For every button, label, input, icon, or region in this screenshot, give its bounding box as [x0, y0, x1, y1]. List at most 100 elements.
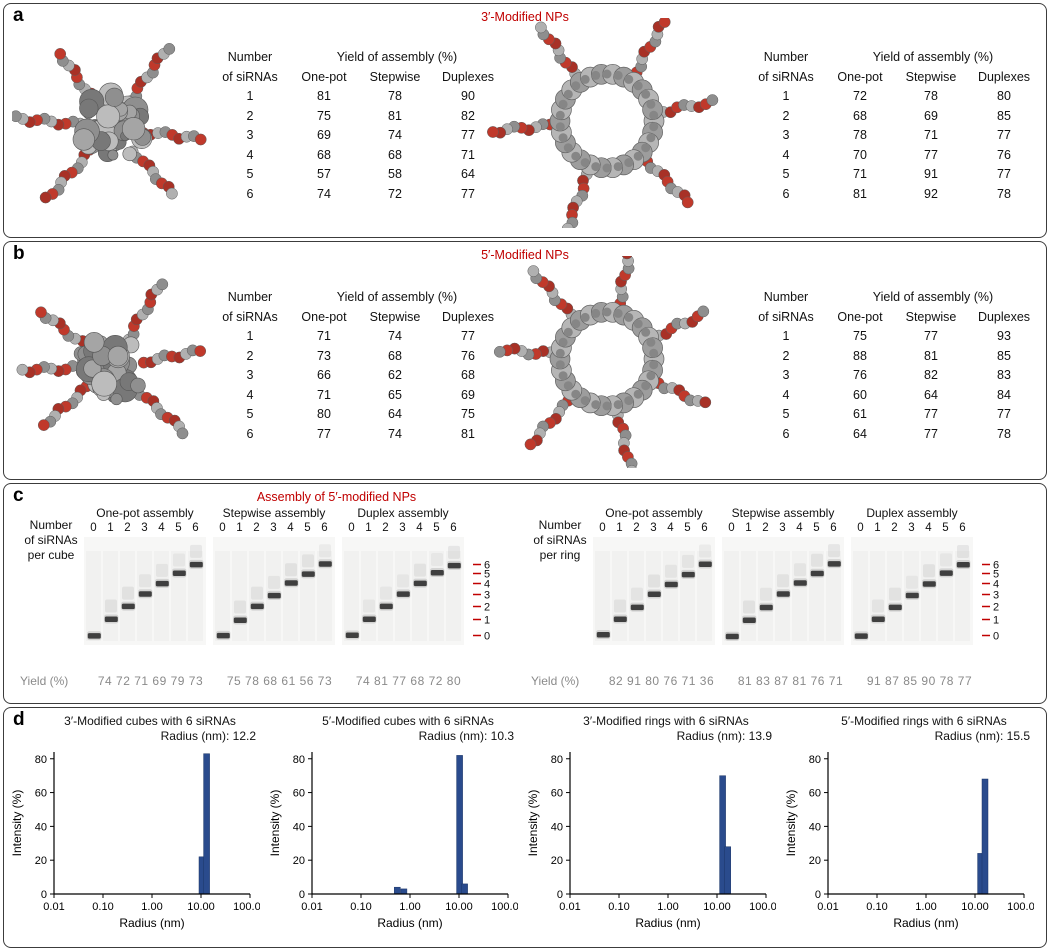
spacer: [473, 674, 507, 688]
table-cell: 3: [246, 368, 254, 382]
table-cell: 69: [317, 128, 331, 142]
lane-label: 4: [925, 522, 932, 534]
svg-text:3: 3: [484, 590, 490, 602]
table-cell: 6: [782, 186, 790, 201]
axis-label-line: of siRNAs: [24, 533, 78, 547]
svg-text:0.10: 0.10: [608, 901, 629, 913]
table-cell: 1: [246, 329, 254, 343]
svg-text:Intensity (%): Intensity (%): [526, 790, 540, 857]
table-cell: 5: [782, 167, 790, 181]
table-cell: 71: [317, 387, 331, 402]
table-cell: 81: [924, 348, 938, 363]
svg-text:0: 0: [993, 631, 999, 643]
lane-label: 4: [416, 522, 423, 534]
yield-table-grid: Number Yield of assembly (%) of siRNAs One-…: [210, 48, 504, 204]
table-cell: 5: [246, 407, 254, 421]
lane-label: 1: [616, 522, 623, 534]
gel-title: Duplex assembly: [357, 506, 449, 520]
svg-text:100.00: 100.00: [491, 901, 518, 913]
svg-text:1: 1: [993, 615, 999, 627]
table-cell: of siRNAs: [758, 309, 814, 324]
yield-table-5prime-cube: Number Yield of assembly (%) of siRNAs One-…: [210, 288, 504, 444]
svg-text:6: 6: [993, 560, 999, 572]
table-cell: Duplexes: [977, 69, 1031, 84]
chart-title: 3′-Modified rings with 6 siRNAs: [583, 714, 749, 728]
table-cell: 75: [853, 329, 867, 343]
table-cell: 1: [782, 89, 790, 103]
table-cell: 77: [997, 167, 1011, 181]
table-cell: 60: [853, 387, 867, 402]
panel-d: d 3′-Modified cubes with 6 siRNAs Radius …: [3, 707, 1047, 948]
svg-text:Intensity (%): Intensity (%): [268, 790, 282, 857]
svg-text:40: 40: [551, 821, 563, 833]
panel-a: a 3′-Modified NPs Number Yield of assembl…: [3, 3, 1047, 238]
svg-text:0.01: 0.01: [559, 901, 580, 913]
table-cell: of siRNAs: [758, 69, 814, 84]
table-cell: 1: [246, 89, 254, 103]
lane-label: 1: [236, 522, 243, 534]
table-cell: 77: [461, 329, 475, 343]
lane-label: 5: [175, 522, 182, 534]
chart-plot: 0 20 40 60 80 0.01 0.10 1.00 10.00 100.00 Radius (…: [10, 752, 267, 930]
table-cell: 6: [246, 186, 254, 201]
dls-chart-1: 5′-Modified cubes with 6 siRNAs Radius (n…: [266, 714, 525, 947]
lane-label: 2: [762, 522, 769, 534]
table-cell: 65: [388, 387, 402, 402]
svg-text:0.10: 0.10: [350, 901, 371, 913]
table-cell: 76: [461, 348, 475, 363]
lane-label: 2: [253, 522, 260, 534]
table-cell: 78: [388, 89, 402, 103]
lane-label: 2: [633, 522, 640, 534]
table-cell: 64: [461, 167, 475, 181]
table-cell: 72: [388, 186, 402, 201]
table-cell: Stepwise: [905, 309, 957, 324]
table-cell: 71: [317, 329, 331, 343]
table-cell: 68: [388, 348, 402, 363]
lane-label: 3: [650, 522, 657, 534]
lane-label: 4: [287, 522, 294, 534]
table-cell: Stepwise: [905, 69, 957, 84]
svg-text:Radius (nm): Radius (nm): [893, 916, 958, 930]
table-cell: 74: [317, 186, 331, 201]
gel-unit: Duplex assembly 0 1 2 3 4 5 6: [851, 506, 973, 648]
axis-label-line: per cube: [27, 548, 75, 562]
axis-label-line: of siRNAs: [533, 533, 587, 547]
table-cell: 68: [317, 147, 331, 162]
table-cell: 78: [924, 89, 938, 103]
svg-text:0: 0: [484, 631, 490, 643]
table-cell: Number: [227, 290, 273, 304]
svg-text:1: 1: [484, 615, 490, 627]
table-cell: 81: [461, 426, 475, 441]
lane-label: 1: [745, 522, 752, 534]
table-cell: Duplexes: [441, 309, 495, 324]
gel-image: [851, 537, 973, 645]
svg-text:Intensity (%): Intensity (%): [784, 790, 798, 857]
svg-text:0.10: 0.10: [92, 901, 113, 913]
svg-text:40: 40: [293, 821, 305, 833]
dls-chart-0: 3′-Modified cubes with 6 siRNAs Radius (n…: [8, 714, 267, 947]
table-cell: 6: [246, 426, 254, 441]
gel-image: [593, 537, 715, 645]
table-cell: 93: [997, 329, 1011, 343]
table-cell: of siRNAs: [222, 309, 278, 324]
gel-group-cube: Number of siRNAs per cube One-pot assembly 0…: [18, 506, 505, 648]
lane-label: 4: [796, 522, 803, 534]
svg-text:10.00: 10.00: [445, 901, 473, 913]
svg-text:5: 5: [484, 569, 490, 581]
gel-unit: One-pot assembly 0 1 2 3 4 5 6: [84, 506, 206, 648]
table-cell: One-pot: [301, 69, 347, 84]
yield-label: Yield (%): [531, 674, 580, 688]
table-cell: Number: [763, 290, 809, 304]
yield-table-5prime-ring: Number Yield of assembly (%) of siRNAs One-…: [746, 288, 1040, 444]
yield-values: 82 91 80 76 71 36: [608, 674, 715, 688]
table-cell: 81: [317, 89, 331, 103]
gel-image: [722, 537, 844, 645]
table-cell: Number: [763, 50, 809, 64]
svg-text:0: 0: [299, 889, 305, 901]
svg-text:0.01: 0.01: [43, 901, 64, 913]
table-cell: 4: [782, 387, 790, 402]
lane-label: 5: [813, 522, 820, 534]
lane-label: 3: [908, 522, 915, 534]
